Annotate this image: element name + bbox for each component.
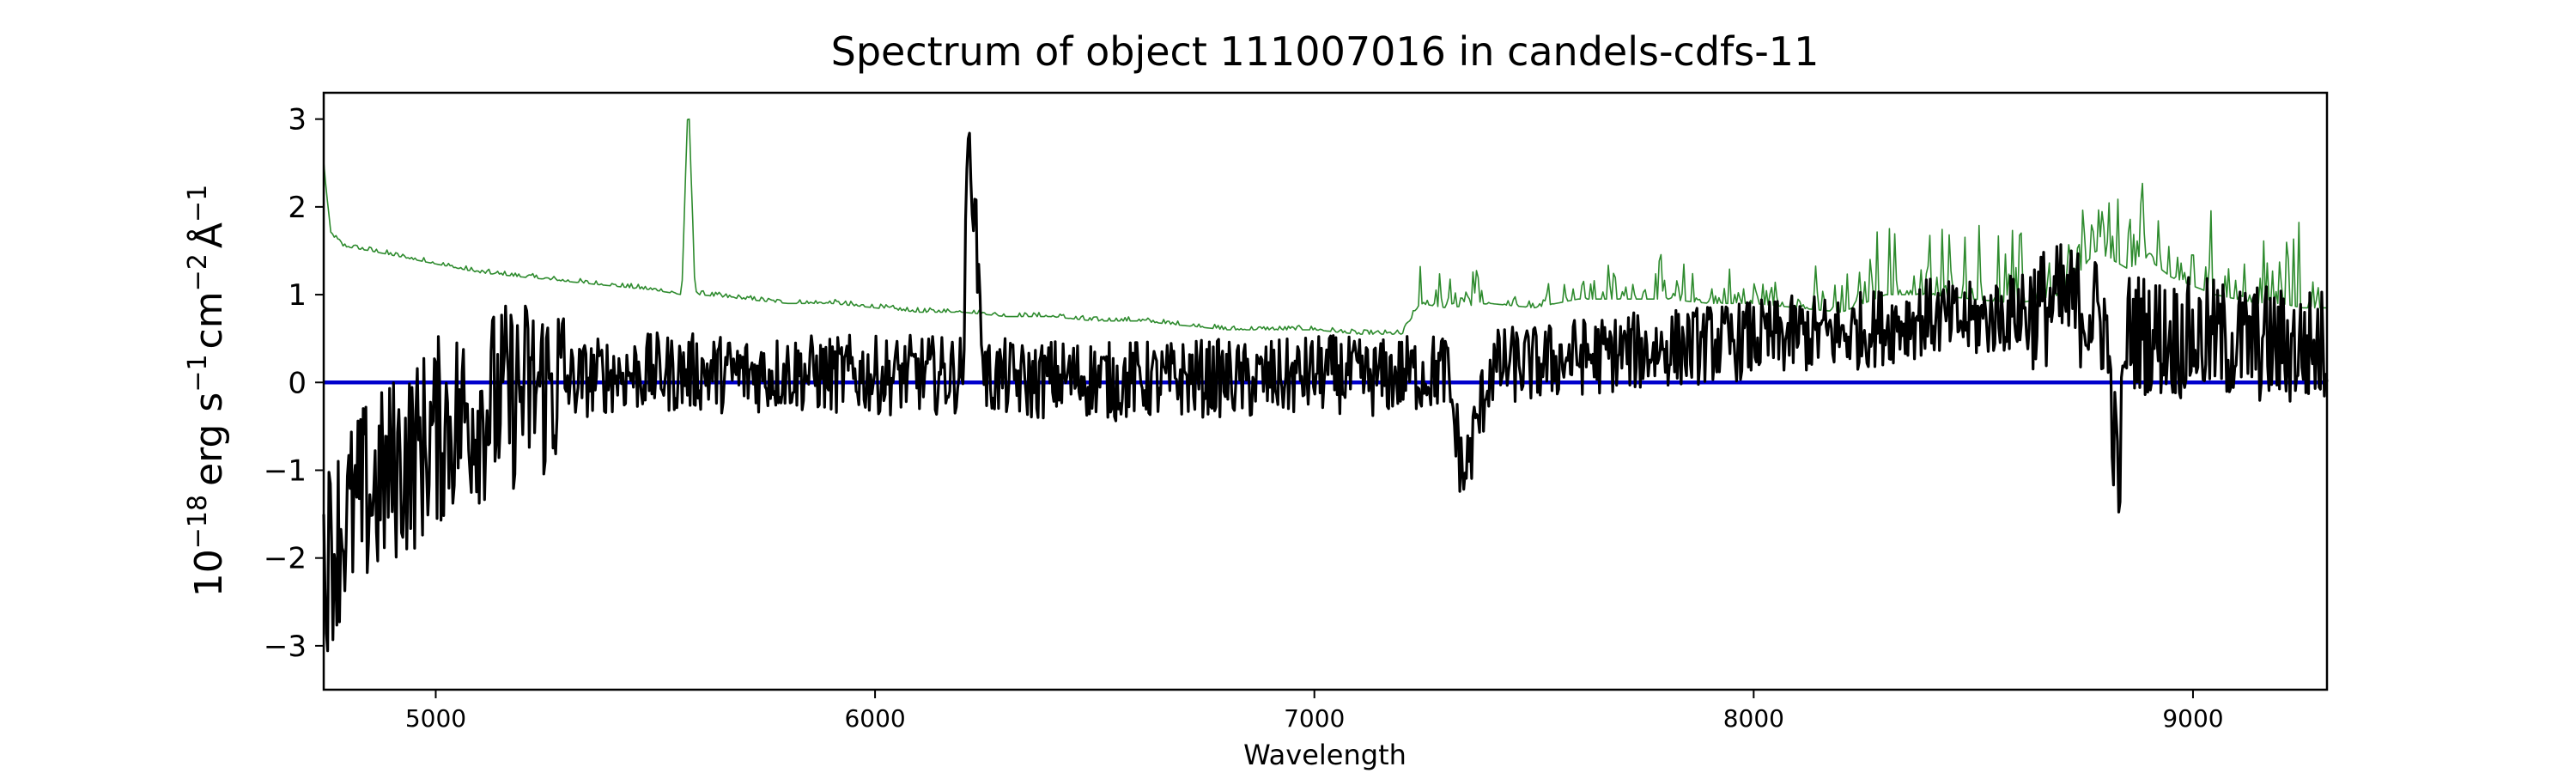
chart-title: Spectrum of object 111007016 in candels-… xyxy=(831,28,1820,75)
y-axis-label-unit-3: Å xyxy=(185,222,231,248)
y-tick-label: −3 xyxy=(264,630,307,664)
error-series-line xyxy=(323,118,2327,335)
x-tick-label: 9000 xyxy=(2162,704,2223,733)
y-axis-label-unit-1: erg s xyxy=(187,393,231,486)
x-tick-label: 8000 xyxy=(1723,704,1784,733)
y-axis-label-unit-2: cm xyxy=(187,291,231,349)
y-tick-label: −1 xyxy=(264,453,307,488)
y-axis-ticks: −3 −2 −1 0 1 2 3 xyxy=(264,103,324,664)
y-tick-label: 3 xyxy=(288,103,307,137)
x-tick-label: 7000 xyxy=(1284,704,1345,733)
y-tick-label: 0 xyxy=(288,366,307,400)
y-tick-label: 1 xyxy=(288,278,307,313)
y-tick-label: 2 xyxy=(288,191,307,225)
y-axis-label-base: 10 xyxy=(187,549,231,597)
y-axis-label-exp: −18 xyxy=(183,495,213,549)
y-axis-label-unit-1-exp: −1 xyxy=(183,354,213,392)
series-layer xyxy=(322,118,2329,653)
y-axis-label-unit-2-exp: −2 xyxy=(183,253,213,291)
x-axis-ticks: 5000 6000 7000 8000 9000 xyxy=(405,690,2224,733)
y-axis-label-unit-3-exp: −1 xyxy=(183,185,213,222)
x-axis-label: Wavelength xyxy=(1243,739,1406,771)
flux-series-line xyxy=(322,131,2329,653)
y-axis-label: 10−18erg s−1cm−2Å−1 xyxy=(183,185,231,597)
x-tick-label: 6000 xyxy=(844,704,905,733)
axes-frame xyxy=(322,91,2329,691)
plot-area xyxy=(322,91,2329,691)
x-tick-label: 5000 xyxy=(405,704,466,733)
y-tick-label: −2 xyxy=(264,542,307,576)
